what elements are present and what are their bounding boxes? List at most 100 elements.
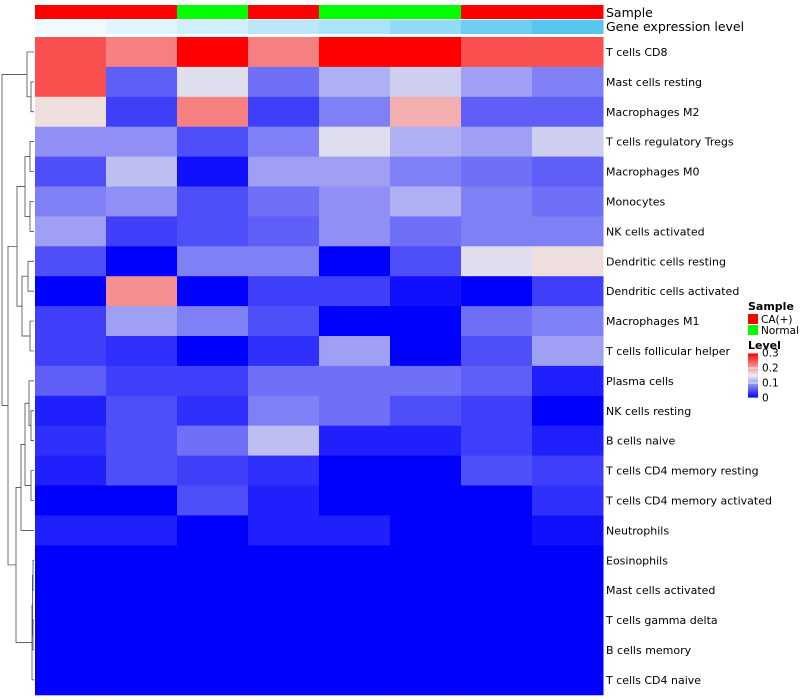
row-label: Neutrophils — [606, 524, 669, 537]
heatmap-cell — [390, 186, 462, 217]
dendrogram-branch — [24, 156, 30, 217]
heatmap-cell — [461, 156, 533, 187]
legend-label-ca: CA(+) — [761, 314, 793, 326]
heatmap-cell — [35, 66, 107, 98]
sample-track-cell — [248, 5, 320, 19]
dendrogram-branch — [15, 487, 32, 643]
heatmap-cell — [106, 186, 178, 217]
heatmap-cell — [248, 395, 320, 427]
heatmap-cell — [461, 605, 533, 636]
row-label: B cells naive — [606, 435, 675, 448]
heatmap-cell — [461, 545, 533, 576]
heatmap-cell — [532, 395, 604, 427]
heatmap-cell — [106, 395, 178, 427]
heatmap-cell — [35, 545, 107, 576]
heatmap-cell — [248, 336, 320, 367]
row-label: Macrophages M2 — [606, 106, 699, 119]
heatmap-cell — [532, 216, 604, 247]
sample-track-cell — [106, 5, 178, 19]
track-label-gene-expression: Gene expression level — [606, 19, 744, 34]
heatmap-cell — [532, 365, 604, 397]
heatmap-cell — [532, 425, 604, 457]
heatmap-cell — [319, 365, 391, 397]
heatmap-cell — [319, 126, 391, 158]
heatmap-cell — [248, 276, 320, 307]
heatmap-cell — [532, 66, 604, 98]
heatmap-cell — [319, 635, 391, 666]
heatmap-cell — [106, 365, 178, 397]
heatmap-cell — [461, 306, 533, 337]
heatmap-cell — [106, 425, 178, 457]
legend-swatch-ca — [748, 314, 758, 324]
legend-tick-label: 0.3 — [762, 348, 779, 360]
heatmap-cell — [390, 575, 462, 606]
row-label: Dendritic cells activated — [606, 285, 739, 298]
row-label: Dendritic cells resting — [606, 255, 726, 268]
heatmap-cell — [35, 605, 107, 636]
heatmap-cell — [106, 664, 178, 696]
sample-track-cell — [390, 5, 462, 19]
heatmap-cell — [390, 455, 462, 486]
heatmap-cell — [319, 605, 391, 636]
heatmap-cell — [106, 575, 178, 606]
row-label: Mast cells activated — [606, 584, 715, 597]
heatmap-cell — [248, 126, 320, 158]
dendrogram-branch — [30, 410, 34, 441]
heatmap-cell — [390, 515, 462, 546]
heatmap-cell — [35, 306, 107, 337]
row-labels: T cells CD8 Mast cells resting Macrophages… — [605, 46, 772, 687]
heatmap-cell — [319, 575, 391, 606]
row-label: T cells CD4 naive — [605, 674, 701, 687]
heatmap-cell — [248, 156, 320, 187]
heatmap-cell — [461, 276, 533, 307]
heatmap-cell — [390, 306, 462, 337]
heatmap-cell — [35, 96, 107, 128]
row-label: Macrophages M1 — [606, 315, 699, 328]
heatmap-cell — [319, 485, 391, 516]
heatmap-cell — [177, 425, 249, 457]
heatmap-cell — [390, 336, 462, 367]
heatmap-cell — [461, 246, 533, 277]
heatmap-cell — [461, 635, 533, 666]
heatmap-cell — [106, 246, 178, 277]
gene-level-track-cell — [319, 20, 391, 34]
heatmap-cell — [461, 126, 533, 158]
legend-tick-label: 0.1 — [762, 378, 779, 390]
sample-track-cell — [532, 5, 604, 19]
heatmap-cell — [35, 635, 107, 666]
heatmap-cell — [35, 37, 107, 68]
heatmap-cell — [461, 664, 533, 696]
heatmap-cell — [106, 455, 178, 486]
heatmap-cell — [390, 635, 462, 666]
track-label-sample: Sample — [606, 5, 653, 20]
heatmap-cell — [35, 455, 107, 486]
heatmap-cell — [106, 336, 178, 367]
heatmap-cell — [106, 96, 178, 128]
heatmap-cell — [248, 96, 320, 128]
heatmap-cell — [461, 186, 533, 217]
gene-level-track-cell — [532, 20, 604, 34]
heatmap-cell — [35, 276, 107, 307]
gene-level-track-cell — [177, 20, 249, 34]
dendrogram-branch — [29, 201, 34, 232]
heatmap-cell — [319, 246, 391, 277]
row-label: T cells CD4 memory activated — [605, 494, 772, 507]
heatmap-cell — [461, 455, 533, 486]
heatmap-cell — [106, 306, 178, 337]
heatmap-cell — [461, 37, 533, 68]
heatmap-cell — [177, 126, 249, 158]
heatmap-cell — [532, 306, 604, 337]
row-label: T cells follicular helper — [605, 345, 731, 358]
gene-level-track-cell — [106, 20, 178, 34]
heatmap-cell — [177, 37, 249, 68]
heatmap-cell — [319, 664, 391, 696]
heatmap-cell — [177, 336, 249, 367]
heatmap-cell — [35, 575, 107, 606]
gene-level-track-cell — [461, 20, 533, 34]
row-label: T cells CD4 memory resting — [605, 465, 759, 478]
dendrogram-branch — [28, 380, 34, 427]
heatmap-cell — [532, 156, 604, 187]
heatmap-cell — [390, 395, 462, 427]
heatmap-cell — [248, 37, 320, 68]
heatmap-cell — [532, 246, 604, 277]
